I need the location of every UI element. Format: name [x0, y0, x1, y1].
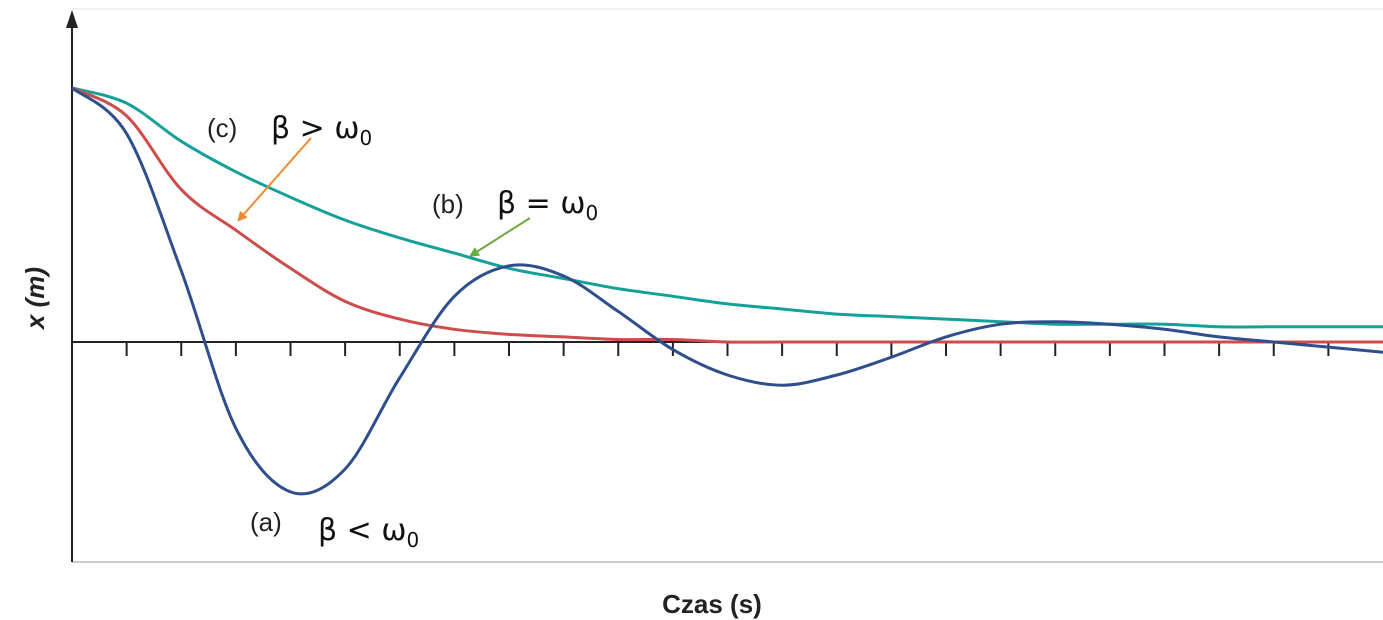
y-axis-arrowhead — [66, 10, 78, 28]
annotation-c-tag: (c) — [207, 113, 237, 143]
x-axis-label: Czas (s) — [662, 589, 762, 619]
annotation-b-arrow — [469, 217, 531, 257]
annotation-b-subscript: 0 — [585, 201, 598, 225]
annotation-c-relation: β > ω0 — [271, 111, 372, 150]
annotation-b-relation: β = ω0 — [497, 186, 598, 225]
annotation-a-relation: β < ω0 — [318, 513, 419, 552]
x-axis-ticks — [125, 342, 1330, 356]
annotation-c-relation-text: β > ω — [271, 111, 359, 146]
series-c-overdamped-line — [71, 86, 1383, 344]
annotation-a-subscript: 0 — [406, 528, 419, 552]
annotation-b-relation-text: β = ω — [497, 186, 585, 221]
annotation-b-tag: (b) — [432, 189, 464, 219]
annotation-c-arrow — [237, 137, 312, 222]
y-axis-label: x (m) — [20, 267, 50, 331]
annotation-a-tag: (a) — [250, 507, 282, 537]
annotation-c-subscript: 0 — [359, 126, 372, 150]
annotation-a-relation-text: β < ω — [318, 513, 406, 548]
series-a-underdamped-line — [71, 86, 1383, 496]
series-b-critically-damped-line — [71, 86, 1383, 329]
